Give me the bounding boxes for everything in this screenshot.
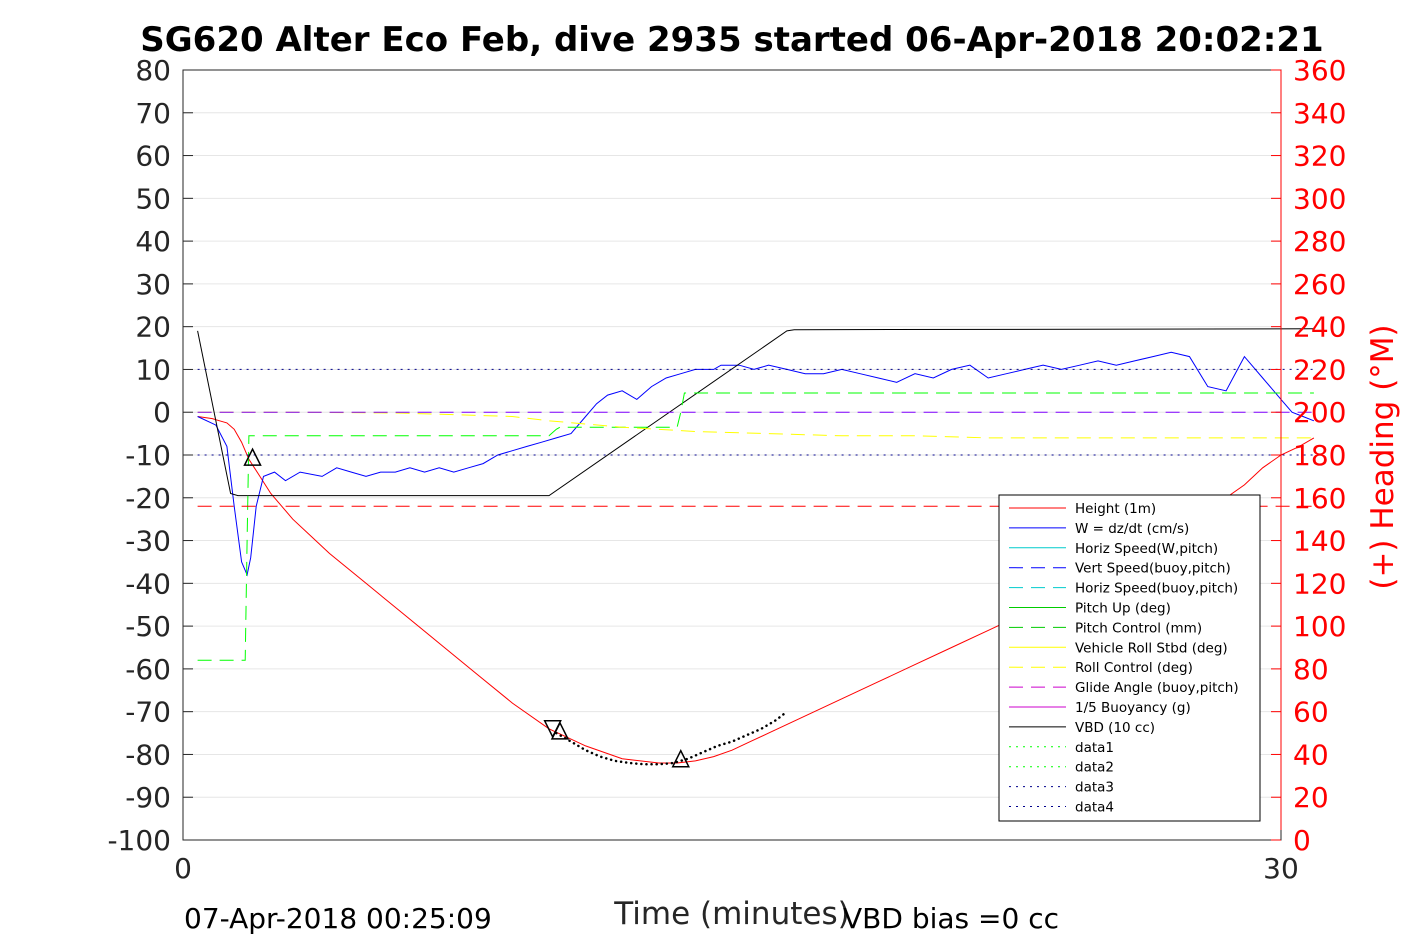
y-tick-label: -70 bbox=[125, 696, 171, 729]
legend-entry-label: data1 bbox=[1075, 740, 1114, 756]
y-tick-label: -90 bbox=[125, 781, 171, 814]
x-axis-label: Time (minutes) bbox=[613, 896, 849, 932]
y-tick-label: 70 bbox=[135, 97, 171, 130]
y-tick-label: -40 bbox=[125, 567, 171, 600]
y-tick-label: -80 bbox=[125, 738, 171, 771]
legend-entry-label: W = dz/dt (cm/s) bbox=[1075, 521, 1189, 537]
y2-tick-label: 160 bbox=[1293, 482, 1346, 515]
y-tick-label: 60 bbox=[135, 140, 171, 173]
legend-entry-label: VBD (10 cc) bbox=[1075, 720, 1155, 736]
y2-tick-label: 60 bbox=[1293, 696, 1329, 729]
y-tick-label: -10 bbox=[125, 439, 171, 472]
legend-entry-label: Horiz Speed(buoy,pitch) bbox=[1075, 581, 1238, 597]
legend-entry-label: Horiz Speed(W,pitch) bbox=[1075, 541, 1218, 557]
y2-tick-label: 120 bbox=[1293, 567, 1346, 600]
y2-tick-label: 260 bbox=[1293, 268, 1346, 301]
marker-layer bbox=[243, 447, 690, 768]
y2-tick-label: 100 bbox=[1293, 610, 1346, 643]
y-tick-label: -20 bbox=[125, 482, 171, 515]
event-marker bbox=[671, 749, 690, 768]
y2-tick-label: 280 bbox=[1293, 225, 1346, 258]
y2-tick-label: 300 bbox=[1293, 182, 1346, 215]
y2-axis-label: (+) Heading (°M) bbox=[1365, 324, 1401, 589]
y2-tick-label: 40 bbox=[1293, 738, 1329, 771]
legend-entry-label: Height (1m) bbox=[1075, 501, 1156, 517]
y-tick-label: -60 bbox=[125, 653, 171, 686]
event-marker bbox=[243, 447, 262, 466]
legend-entry-label: data4 bbox=[1075, 800, 1114, 816]
y-tick-label: 30 bbox=[135, 268, 171, 301]
chart-title: SG620 Alter Eco Feb, dive 2935 started 0… bbox=[140, 20, 1323, 60]
y-tick-label: -100 bbox=[107, 824, 171, 857]
legend-entry-label: data2 bbox=[1075, 760, 1114, 776]
legend-entry-label: Pitch Control (mm) bbox=[1075, 620, 1202, 636]
legend-entry-label: Roll Control (deg) bbox=[1075, 660, 1193, 676]
y-tick-label: -50 bbox=[125, 610, 171, 643]
legend-entry-label: Glide Angle (buoy,pitch) bbox=[1075, 680, 1239, 696]
series-line bbox=[197, 411, 1314, 439]
legend-entry-label: Vehicle Roll Stbd (deg) bbox=[1075, 640, 1228, 656]
y2-tick-label: 180 bbox=[1293, 439, 1346, 472]
legend-entry-label: 1/5 Buoyancy (g) bbox=[1075, 700, 1191, 716]
y2-tick-label: 140 bbox=[1293, 525, 1346, 558]
x-tick-label: 0 bbox=[174, 852, 192, 885]
y2-tick-label: 200 bbox=[1293, 396, 1346, 429]
y2-tick-label: 80 bbox=[1293, 653, 1329, 686]
y2-tick-label: 240 bbox=[1293, 311, 1346, 344]
x-tick-label: 30 bbox=[1263, 852, 1299, 885]
y-tick-label: 10 bbox=[135, 353, 171, 386]
legend-entry-label: Pitch Up (deg) bbox=[1075, 601, 1171, 617]
y2-tick-label: 220 bbox=[1293, 353, 1346, 386]
legend: Height (1m) W = dz/dt (cm/s) Horiz Speed(W… bbox=[998, 494, 1261, 822]
y-tick-label: 50 bbox=[135, 182, 171, 215]
footer-timestamp: 07-Apr-2018 00:25:09 bbox=[184, 902, 492, 935]
series-line bbox=[197, 392, 1314, 661]
event-marker bbox=[543, 720, 562, 739]
y-tick-label: -30 bbox=[125, 525, 171, 558]
y2-tick-label: 20 bbox=[1293, 781, 1329, 814]
series-line bbox=[555, 710, 789, 766]
legend-entry-label: Vert Speed(buoy,pitch) bbox=[1075, 561, 1231, 577]
y2-tick-label: 340 bbox=[1293, 97, 1346, 130]
footer-vbd-bias: VBD bias =0 cc bbox=[843, 902, 1059, 935]
y2-tick-label: 320 bbox=[1293, 140, 1346, 173]
legend-entry-label: data3 bbox=[1075, 780, 1114, 796]
y-tick-label: 0 bbox=[153, 396, 171, 429]
legend-box bbox=[998, 494, 1261, 822]
series-line bbox=[197, 328, 1314, 497]
y-tick-label: 20 bbox=[135, 311, 171, 344]
axes-layer: 80706050403020100-10-20-30-40-50-60-70-8… bbox=[107, 54, 1346, 885]
event-marker bbox=[550, 721, 570, 740]
y-tick-label: 40 bbox=[135, 225, 171, 258]
y2-tick-label: 0 bbox=[1293, 824, 1311, 857]
y2-tick-label: 360 bbox=[1293, 54, 1346, 87]
y-tick-label: 80 bbox=[135, 54, 171, 87]
